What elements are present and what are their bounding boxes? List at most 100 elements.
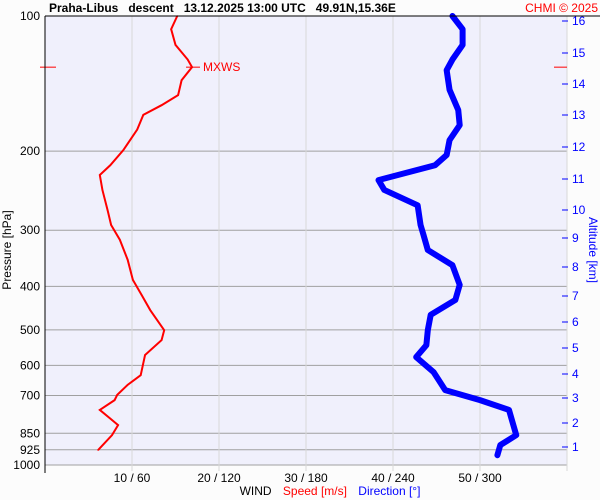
- wind-tick-label: 30 / 180: [284, 471, 328, 485]
- altitude-tick-label: 16: [572, 14, 586, 28]
- chart-title: Praha-Libus descent 13.12.2025 13:00 UTC…: [49, 1, 396, 15]
- speed-point: [111, 419, 113, 421]
- speed-point: [97, 449, 99, 451]
- speed-point: [126, 258, 129, 261]
- speed-point: [149, 309, 152, 311]
- altitude-tick-label: 15: [572, 46, 586, 60]
- direction-point: [515, 434, 518, 437]
- altitude-tick-label: 1: [572, 440, 579, 454]
- speed-point: [177, 94, 179, 96]
- altitude-tick-label: 11: [572, 172, 585, 186]
- pressure-tick-label: 850: [20, 426, 40, 440]
- direction-point: [496, 454, 499, 457]
- direction-point: [454, 298, 457, 301]
- direction-point: [445, 69, 448, 72]
- direction-point: [426, 329, 429, 332]
- speed-point: [109, 164, 112, 167]
- speed-point: [117, 424, 119, 426]
- speed-point: [122, 149, 125, 151]
- altitude-tick-label: 9: [572, 231, 579, 245]
- wind-tick-label: 20 / 120: [197, 471, 241, 485]
- speed-point: [160, 339, 163, 341]
- pressure-tick-label: 400: [20, 279, 40, 293]
- speed-point: [174, 44, 177, 46]
- direction-point: [426, 248, 429, 251]
- speed-point: [113, 399, 116, 401]
- direction-point: [434, 164, 437, 167]
- altitude-tick-label: 8: [572, 260, 579, 274]
- mxws-label: MXWS: [203, 60, 240, 74]
- direction-point: [383, 188, 386, 191]
- direction-point: [451, 264, 454, 267]
- copyright: CHMI © 2025: [525, 1, 598, 15]
- wind-tick-label: 50 / 300: [458, 471, 502, 485]
- speed-point: [99, 409, 101, 411]
- speed-point: [106, 209, 109, 212]
- direction-point: [429, 313, 432, 316]
- altitude-tick-label: 5: [572, 341, 579, 355]
- direction-point: [416, 204, 419, 207]
- direction-point: [432, 371, 435, 374]
- direction-point: [508, 408, 510, 411]
- direction-point: [415, 356, 418, 359]
- speed-point: [110, 224, 112, 226]
- speed-point: [132, 279, 134, 281]
- direction-point: [419, 223, 422, 226]
- x-label-wind: WIND: [240, 484, 272, 498]
- altitude-tick-label: 2: [572, 416, 579, 430]
- y2-axis-label: Altitude [km]: [586, 217, 600, 283]
- direction-point: [448, 88, 451, 91]
- speed-point: [99, 174, 101, 176]
- altitude-tick-label: 7: [572, 289, 579, 303]
- wind-tick-label: 10 / 60: [114, 471, 151, 485]
- speed-point: [144, 354, 146, 356]
- altitude-tick-label: 4: [572, 367, 579, 381]
- direction-point: [445, 154, 448, 157]
- pressure-tick-label: 700: [20, 388, 40, 402]
- pressure-tick-label: 100: [20, 9, 40, 23]
- y-axis-label: Pressure [hPa]: [0, 210, 14, 289]
- speed-point: [139, 374, 142, 377]
- pressure-tick-label: 1000: [13, 458, 40, 472]
- speed-point: [180, 79, 183, 82]
- direction-point: [444, 389, 447, 392]
- wind-tick-label: 40 / 240: [371, 471, 415, 485]
- speed-point: [126, 384, 129, 386]
- speed-point: [111, 434, 113, 436]
- direction-point: [479, 399, 481, 402]
- speed-point: [160, 104, 163, 106]
- direction-point: [461, 43, 464, 46]
- altitude-tick-label: 12: [572, 140, 586, 154]
- direction-point: [461, 28, 464, 31]
- direction-point: [458, 283, 461, 286]
- speed-point: [142, 114, 145, 116]
- speed-point: [170, 28, 172, 30]
- speed-point: [140, 294, 143, 296]
- speed-point: [186, 58, 189, 61]
- pressure-tick-label: 200: [20, 144, 40, 158]
- direction-point: [422, 233, 425, 236]
- direction-point: [451, 58, 454, 61]
- direction-point: [425, 344, 428, 347]
- speed-point: [116, 394, 119, 396]
- pressure-tick-label: 600: [20, 358, 40, 372]
- direction-point: [457, 109, 460, 112]
- pressure-tick-label: 300: [20, 223, 40, 237]
- speed-point: [163, 329, 165, 332]
- direction-point: [458, 124, 461, 127]
- x-label-speed: Speed [m/s]: [283, 484, 347, 498]
- altitude-tick-label: 14: [572, 77, 586, 91]
- altitude-tick-label: 3: [572, 391, 579, 405]
- speed-point: [136, 128, 139, 131]
- direction-point: [377, 179, 380, 182]
- altitude-tick-label: 10: [572, 203, 586, 217]
- direction-point: [499, 444, 502, 447]
- altitude-tick-label: 13: [572, 108, 586, 122]
- direction-point: [512, 424, 515, 427]
- pressure-tick-label: 500: [20, 323, 40, 337]
- x-axis-label: WIND Speed [m/s] Direction [°]: [240, 484, 421, 498]
- speed-point: [101, 189, 104, 191]
- altitude-tick-label: 6: [572, 315, 579, 329]
- speed-point: [119, 238, 121, 241]
